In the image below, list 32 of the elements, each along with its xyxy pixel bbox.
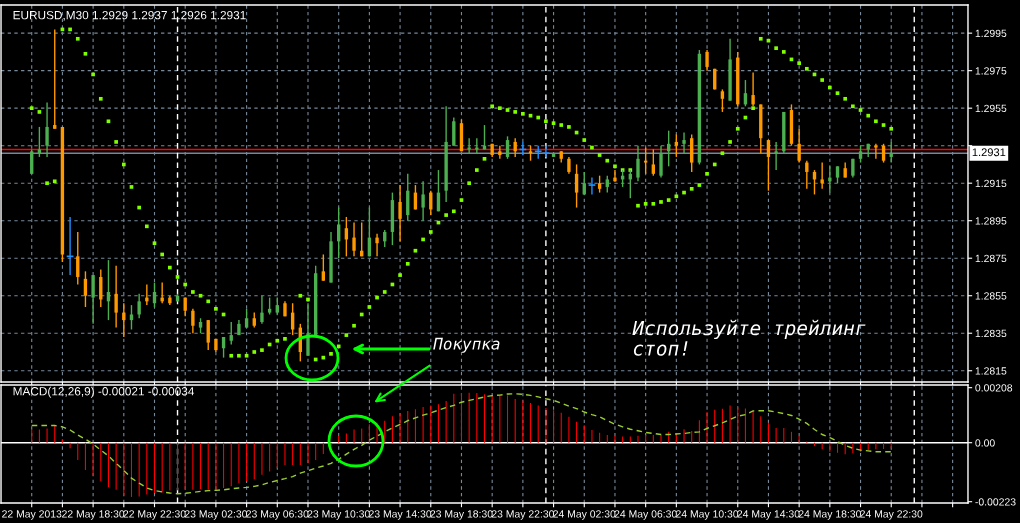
x-tick-label: 22 May 18:30 <box>62 510 125 520</box>
x-tick-label: 23 May 18:30 <box>430 510 493 520</box>
y-tick-label: 0.00 <box>975 439 995 447</box>
y-tick-label: 1.2975 <box>975 67 1007 75</box>
y-tick-label: 0.00208 <box>975 384 1013 392</box>
x-tick-label: 23 May 22:30 <box>491 510 555 520</box>
x-tick-label: 23 May 02:30 <box>184 510 248 520</box>
y-tick-label: 1.2995 <box>975 29 1007 38</box>
x-tick-label: 23 May 14:30 <box>369 510 432 520</box>
y-tick-label: -0.00223 <box>975 498 1016 506</box>
ref-line-label: 1.2931 <box>972 148 1006 157</box>
annotation: Используйте трейлинг стоп! <box>632 319 866 356</box>
chart-title: MACD(12,26,9) -0.00021 -0.00034 <box>13 386 195 398</box>
x-tick-label: 22 May 2013 <box>2 510 62 520</box>
annotation: Покупка <box>433 337 500 353</box>
y-tick-label: 1.2895 <box>975 217 1007 225</box>
y-tick-label: 1.2955 <box>975 104 1007 113</box>
y-tick-label: 1.2855 <box>975 292 1007 300</box>
y-tick-label: 1.2915 <box>975 179 1007 188</box>
x-tick-label: 24 May 14:30 <box>737 510 800 520</box>
x-tick-label: 24 May 10:30 <box>676 510 739 520</box>
x-tick-label: 24 May 02:30 <box>553 510 616 520</box>
x-tick-label: 24 May 06:30 <box>614 510 677 520</box>
y-tick-label: 1.2815 <box>975 367 1007 375</box>
x-tick-label: 23 May 06:30 <box>246 510 309 520</box>
chart-title: EURUSD,M30 1.2929 1.2937 1.2926 1.2931 <box>13 10 246 21</box>
y-tick-label: 1.2835 <box>975 329 1007 338</box>
y-tick-label: 1.2875 <box>975 254 1007 263</box>
x-tick-label: 23 May 10:30 <box>307 510 370 520</box>
x-tick-label: 24 May 18:30 <box>798 510 861 520</box>
x-tick-label: 24 May 22:30 <box>860 510 923 520</box>
x-tick-label: 22 May 22:30 <box>123 510 186 520</box>
